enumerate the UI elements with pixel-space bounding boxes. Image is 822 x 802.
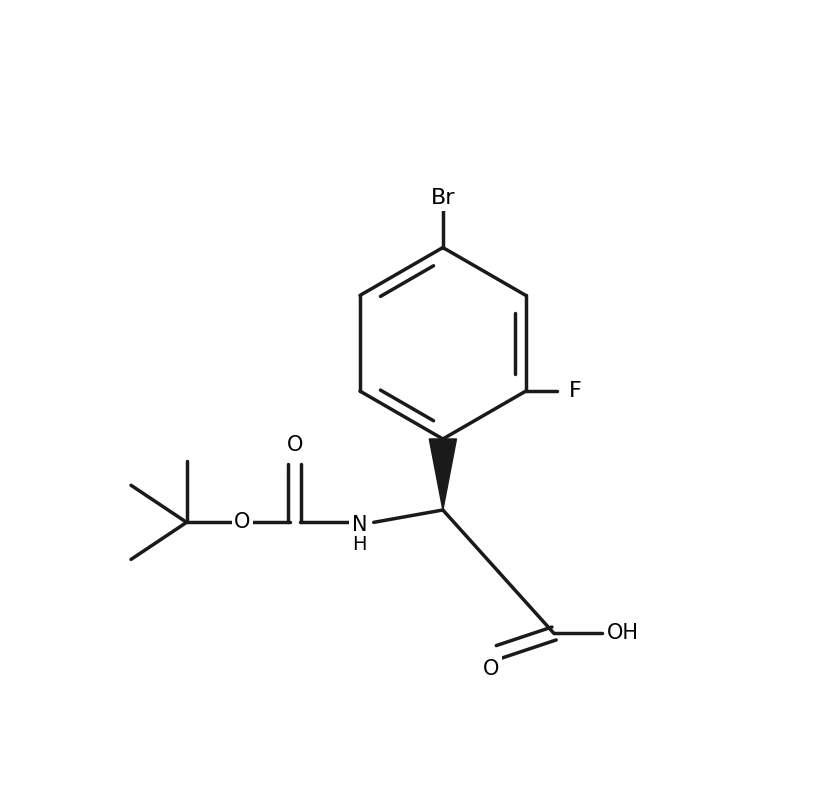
Text: Br: Br: [431, 188, 455, 209]
Text: H: H: [353, 535, 367, 554]
Text: O: O: [287, 435, 302, 456]
Polygon shape: [429, 439, 456, 510]
Text: O: O: [234, 512, 251, 533]
Text: F: F: [569, 381, 581, 401]
Text: O: O: [483, 658, 499, 678]
Text: N: N: [352, 516, 367, 536]
Text: OH: OH: [607, 623, 640, 643]
